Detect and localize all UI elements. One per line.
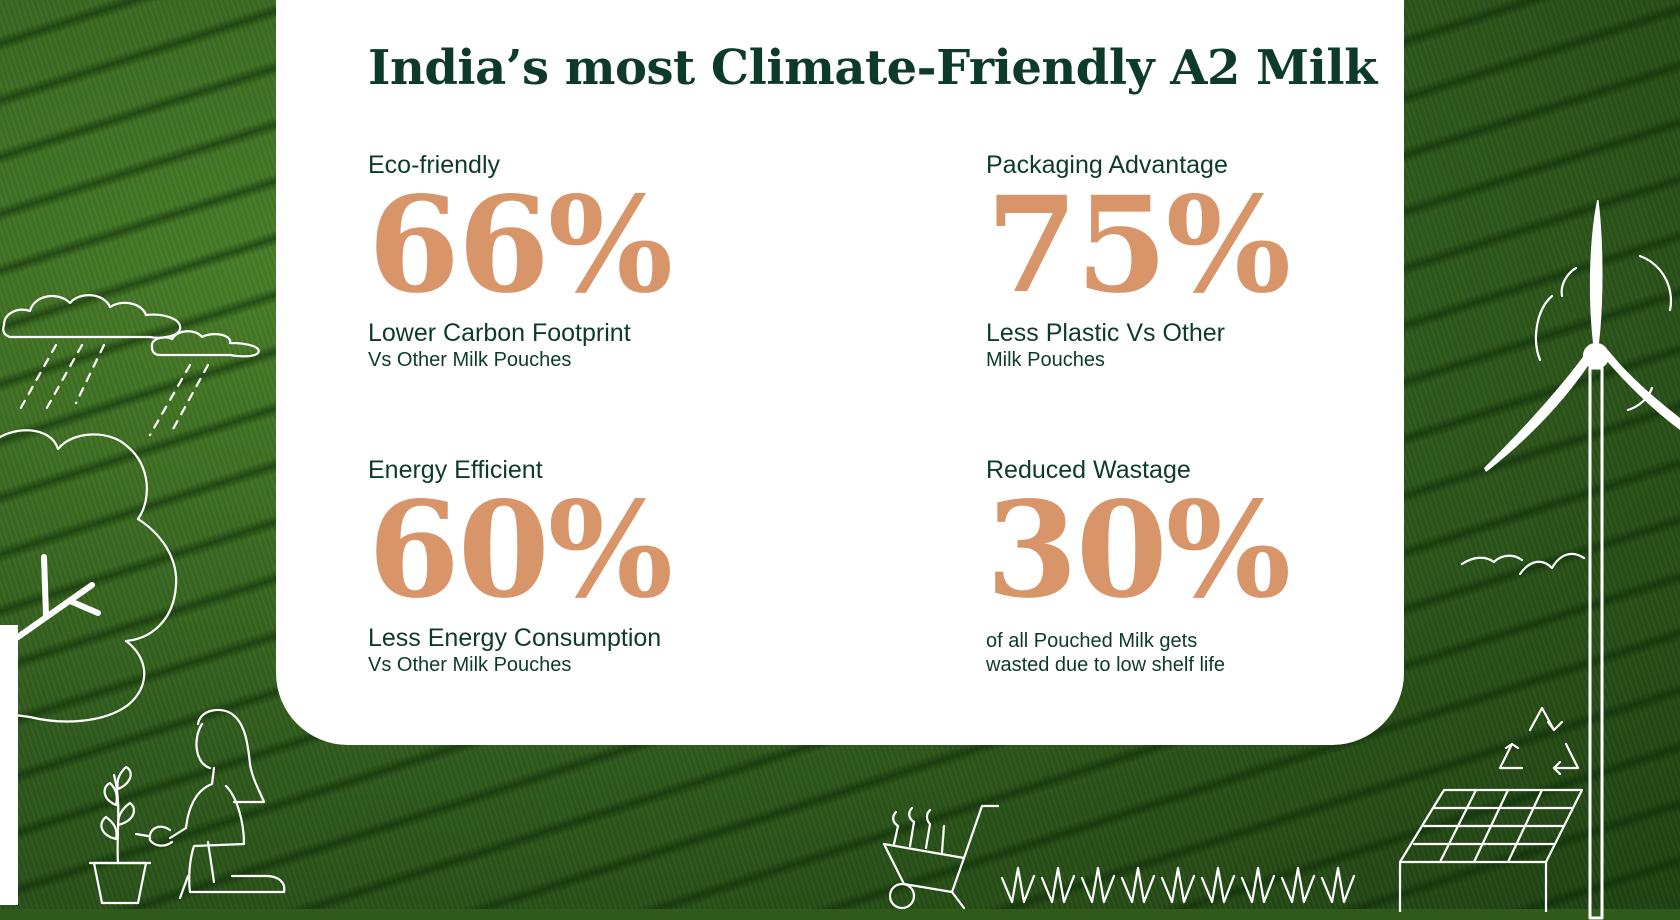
stat-packaging-advantage: Packaging Advantage 75% Less Plastic Vs … <box>986 150 1446 372</box>
stat-subtext: Milk Pouches <box>986 349 1105 371</box>
grass-icon <box>1000 866 1356 904</box>
stat-value: 66% <box>368 168 673 323</box>
cloud-rain-icon <box>2 294 260 437</box>
potted-plant-icon <box>88 765 152 905</box>
stat-label: Packaging Advantage <box>986 151 1228 179</box>
stat-value: 30% <box>986 473 1291 628</box>
stat-description: Lower Carbon Footprint <box>368 319 631 347</box>
stat-subtext-line: of all Pouched Milk gets <box>986 630 1198 652</box>
stat-description: Less Plastic Vs Other <box>986 319 1225 347</box>
stat-label: Eco-friendly <box>368 151 500 179</box>
stat-energy-efficient: Energy Efficient 60% Less Energy Consump… <box>368 455 828 677</box>
stat-reduced-wastage: Reduced Wastage 30% of all Pouched Milk … <box>986 455 1446 677</box>
stat-subtext-line: wasted due to low shelf life <box>986 654 1226 676</box>
recycle-icon <box>1498 706 1580 776</box>
stat-label: Energy Efficient <box>368 456 543 484</box>
stat-label: Reduced Wastage <box>986 456 1191 484</box>
stat-subtext: Vs Other Milk Pouches <box>368 654 572 676</box>
info-card: India’s most Climate-Friendly A2 Milk Ec… <box>276 0 1404 745</box>
wheelbarrow-icon <box>882 804 1000 910</box>
stat-value: 75% <box>986 168 1291 323</box>
tree-icon <box>0 429 178 905</box>
birds-icon <box>1460 552 1586 576</box>
stat-value: 60% <box>368 473 673 628</box>
page-title: India’s most Climate-Friendly A2 Milk <box>368 40 1377 96</box>
solar-panel-icon <box>1398 788 1584 912</box>
stat-eco-friendly: Eco-friendly 66% Lower Carbon Footprint … <box>368 150 828 372</box>
girl-watering-plant-icon <box>134 708 286 900</box>
stat-subtext: Vs Other Milk Pouches <box>368 349 572 371</box>
stat-description: Less Energy Consumption <box>368 624 662 652</box>
